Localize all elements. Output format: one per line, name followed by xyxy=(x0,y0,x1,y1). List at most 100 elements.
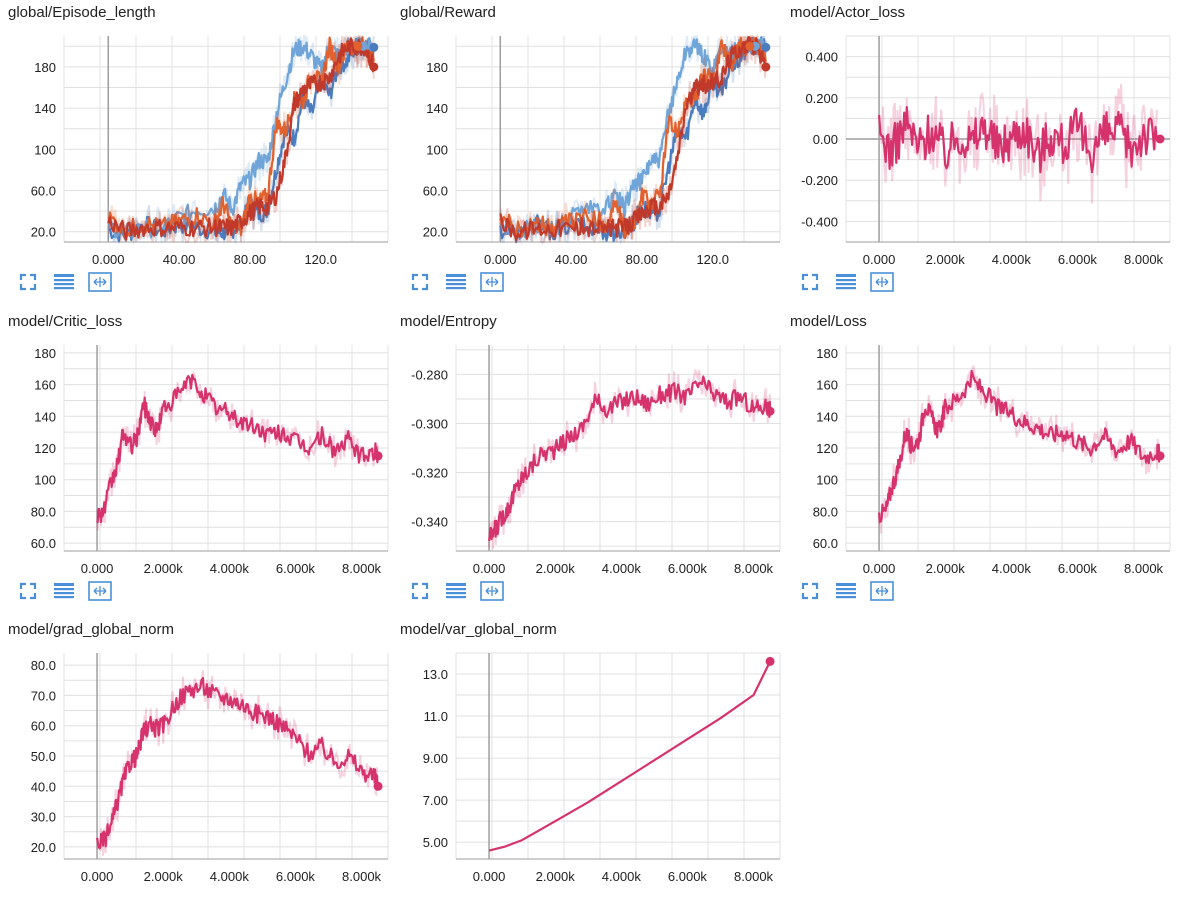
x-tick-label: 2.000k xyxy=(144,869,184,884)
expand-icon xyxy=(801,582,819,605)
x-tick-label: 6.000k xyxy=(668,869,708,884)
chart-card-entropy: model/Entropy -0.340 -0.320 -0.300 -0.280 0.0… xyxy=(392,309,781,609)
chart-plot-loss: 60.0 80.0 100 120 140 160 180 0.000 2.000k 4.000k… xyxy=(813,345,1171,576)
y-tick-label: -0.340 xyxy=(411,515,448,530)
chart-title: model/Loss xyxy=(790,313,867,330)
x-tick-label: 4.000k xyxy=(210,869,250,884)
fit-domain-button[interactable] xyxy=(870,271,894,294)
series-line xyxy=(96,373,380,524)
y-tick-label: 160 xyxy=(34,378,56,393)
fit-domain-icon xyxy=(870,580,894,606)
fit-domain-button[interactable] xyxy=(870,580,894,606)
chart-toolbar xyxy=(798,271,894,296)
fit-domain-icon xyxy=(88,271,112,297)
expand-icon xyxy=(801,273,819,296)
x-tick-label: 0.000 xyxy=(863,252,896,267)
x-tick-label: 0.000 xyxy=(473,561,506,576)
series-line xyxy=(96,677,380,850)
y-tick-label: 160 xyxy=(816,378,838,393)
y-tick-label: 20.0 xyxy=(31,225,56,240)
fit-domain-button[interactable] xyxy=(480,271,504,294)
chart-title: model/Actor_loss xyxy=(790,4,906,21)
expand-chart-button[interactable] xyxy=(408,273,432,296)
expand-icon xyxy=(19,273,37,296)
y-tick-label: -0.400 xyxy=(801,214,838,229)
series-end-marker xyxy=(765,406,775,416)
x-tick-label: 8.000k xyxy=(342,561,382,576)
expand-chart-button[interactable] xyxy=(16,582,40,603)
y-tick-label: 0.400 xyxy=(805,50,838,65)
toggle-log-scale-button[interactable] xyxy=(834,273,858,294)
toggle-log-scale-button[interactable] xyxy=(52,582,76,603)
chart-plot-actor_loss: -0.400 -0.200 0.00 0.200 0.400 0.000 2.000k 4.0… xyxy=(801,35,1171,267)
x-tick-label: 120.0 xyxy=(696,252,729,267)
series-end-marker xyxy=(761,62,771,72)
toggle-log-scale-button[interactable] xyxy=(444,582,468,603)
x-tick-label: 8.000k xyxy=(734,869,774,884)
chart-card-actor_loss: model/Actor_loss -0.400 -0.200 0.00 0.200 0.4… xyxy=(782,0,1171,300)
y-tick-label: 7.00 xyxy=(423,793,448,808)
x-tick-label: 2.000k xyxy=(536,561,576,576)
fit-domain-button[interactable] xyxy=(88,580,112,603)
y-tick-label: 11.0 xyxy=(424,709,448,724)
series-raw-line xyxy=(499,35,767,246)
expand-chart-button[interactable] xyxy=(16,273,40,296)
series-end-marker xyxy=(373,451,383,461)
x-tick-label: 120.0 xyxy=(304,252,337,267)
series-end-marker xyxy=(1155,134,1165,144)
list-icon xyxy=(835,582,857,605)
x-tick-label: 4.000k xyxy=(992,561,1032,576)
chart-toolbar xyxy=(16,580,112,603)
expand-chart-button[interactable] xyxy=(408,582,432,603)
y-tick-label: -0.300 xyxy=(411,416,448,431)
expand-icon xyxy=(411,273,429,296)
y-tick-label: 40.0 xyxy=(31,779,56,794)
series-line xyxy=(878,106,1158,174)
y-tick-label: 120 xyxy=(34,441,56,456)
chart-card-loss: model/Loss 60.0 80.0 100 120 140 160 180 0.000 2.… xyxy=(782,309,1171,609)
x-tick-label: 4.000k xyxy=(992,252,1032,267)
x-tick-label: 2.000k xyxy=(926,252,966,267)
series-line xyxy=(499,36,767,241)
chart-plot-grad_global_norm: 20.0 30.0 40.0 50.0 60.0 70.0 80.0 0.000 2.000k 4… xyxy=(31,653,389,884)
x-tick-label: 4.000k xyxy=(210,561,250,576)
chart-card-reward: global/Reward 20.0 60.0 100 140 180 0.000 40.00… xyxy=(392,0,781,300)
y-tick-label: -0.280 xyxy=(411,367,448,382)
expand-chart-button[interactable] xyxy=(798,273,822,296)
y-tick-label: 30.0 xyxy=(31,810,56,825)
list-icon xyxy=(53,273,75,296)
toggle-log-scale-button[interactable] xyxy=(444,273,468,296)
x-tick-label: 6.000k xyxy=(668,561,708,576)
y-tick-label: 180 xyxy=(34,346,56,361)
chart-toolbar xyxy=(798,580,894,606)
x-tick-label: 2.000k xyxy=(144,561,184,576)
x-tick-label: 6.000k xyxy=(1058,252,1098,267)
chart-plot-entropy: -0.340 -0.320 -0.300 -0.280 0.000 2.000k 4.000… xyxy=(411,345,781,576)
y-tick-label: 100 xyxy=(34,473,56,488)
y-tick-label: 180 xyxy=(34,60,56,75)
chart-title: model/Entropy xyxy=(400,313,497,330)
chart-card-critic_loss: model/Critic_loss 60.0 80.0 100 120 140 160 180… xyxy=(0,309,389,609)
fit-domain-icon xyxy=(480,580,504,606)
chart-title: global/Episode_length xyxy=(8,4,156,21)
fit-domain-button[interactable] xyxy=(480,580,504,606)
x-tick-label: 40.00 xyxy=(555,252,588,267)
toggle-log-scale-button[interactable] xyxy=(834,582,858,605)
x-tick-label: 6.000k xyxy=(276,869,316,884)
toggle-log-scale-button[interactable] xyxy=(52,273,76,296)
chart-plot-reward: 20.0 60.0 100 140 180 0.000 40.00 80.00 120.0 xyxy=(423,33,781,267)
y-tick-label: 60.0 xyxy=(31,184,56,199)
chart-toolbar xyxy=(408,580,504,606)
series-end-marker xyxy=(353,41,363,51)
y-tick-label: 140 xyxy=(426,101,448,116)
y-tick-label: 100 xyxy=(34,142,56,157)
chart-plot-var_global_norm: 5.00 7.00 9.00 11.0 13.0 0.000 2.000k 4.000k 6.0… xyxy=(423,652,781,884)
expand-chart-button[interactable] xyxy=(798,582,822,605)
series-raw-line xyxy=(499,35,767,245)
series-line xyxy=(488,375,772,542)
series-end-marker xyxy=(761,42,771,52)
series-end-marker xyxy=(373,781,383,791)
list-icon xyxy=(445,273,467,296)
series-line xyxy=(488,660,772,852)
fit-domain-button[interactable] xyxy=(88,271,112,297)
